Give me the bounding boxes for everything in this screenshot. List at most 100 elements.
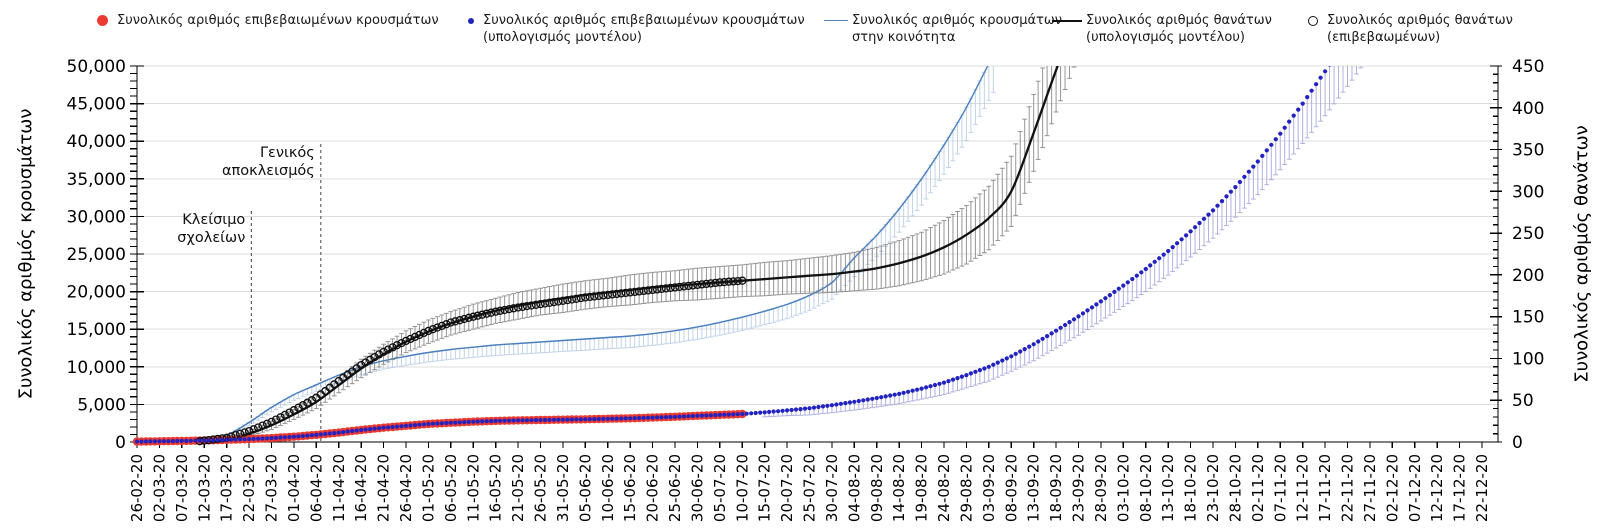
data-point-open-circle	[383, 345, 393, 354]
data-point-dot	[408, 423, 413, 428]
x-axis-tick-label: 08-09-20	[1002, 454, 1020, 522]
x-axis-tick-label: 10-06-20	[599, 454, 617, 522]
data-point-dot	[690, 413, 696, 419]
data-point-dot	[838, 401, 844, 406]
legend-label-line: Συνολικός αριθμός επιβεβαιωμένων κρουσμά…	[117, 13, 439, 28]
data-point-open-circle	[697, 280, 707, 289]
data-point-dot	[628, 416, 633, 421]
data-point-dot	[1287, 119, 1292, 124]
data-point-open-circle	[460, 314, 469, 324]
data-point-dot	[731, 412, 736, 417]
data-point-dot	[264, 436, 270, 441]
data-point-dot	[668, 414, 673, 420]
data-point-dot	[354, 428, 359, 433]
x-axis-tick-label: 25-06-20	[666, 454, 684, 522]
x-axis-tick-label: 27-03-20	[263, 454, 281, 522]
data-point-open-circle	[702, 279, 711, 289]
data-point-dot	[825, 403, 830, 408]
series-cases-model	[134, 66, 1332, 444]
data-point-dot	[749, 411, 754, 416]
right-axis-tick-label: 350	[1512, 141, 1544, 161]
data-point-dot	[197, 438, 202, 443]
data-point-dot	[1054, 328, 1059, 333]
data-point-open-circle	[276, 413, 285, 422]
data-point-dot	[973, 369, 978, 374]
x-axis-tick-label: 25-07-20	[801, 454, 819, 522]
data-point-dot	[641, 415, 646, 420]
data-point-open-circle	[401, 336, 411, 346]
series-cases-community	[136, 66, 989, 443]
data-point-dot	[403, 423, 409, 428]
series-deaths-confirmed	[195, 276, 747, 446]
data-point-dot	[1323, 69, 1328, 74]
data-point-dot	[542, 417, 548, 423]
data-point-dot	[767, 409, 772, 414]
data-point-dot	[915, 387, 920, 392]
data-point-dot	[959, 374, 965, 379]
data-point-open-circle	[724, 277, 733, 286]
data-point-dot	[681, 414, 687, 419]
data-point-open-circle	[473, 311, 482, 320]
data-point-dot	[533, 418, 539, 423]
data-point-dot	[968, 371, 974, 376]
data-point-dot	[363, 427, 368, 432]
data-point-dot	[1071, 317, 1077, 322]
data-point-dot	[834, 402, 839, 407]
data-point-dot	[309, 433, 314, 438]
data-point-open-circle	[397, 338, 406, 348]
data-point-open-circle	[634, 287, 644, 296]
data-point-dot	[1130, 276, 1135, 282]
data-point-dot	[605, 416, 610, 421]
x-axis-tick-label: 14-08-20	[890, 454, 908, 522]
data-point-open-circle	[540, 299, 550, 308]
data-point-open-circle	[621, 288, 630, 298]
data-point-dot	[386, 425, 391, 430]
data-point-dot	[888, 393, 893, 398]
data-point-dot	[614, 416, 619, 421]
data-point-dot	[569, 417, 575, 422]
data-point-open-circle	[715, 278, 724, 287]
legend-item-confirmed-deaths: Συνολικός αριθμός θανάτων (επιβεβαωμένων…	[1308, 12, 1513, 46]
data-point-open-circle	[482, 309, 491, 318]
black-line-marker-icon	[1052, 20, 1082, 22]
data-point-dot	[453, 420, 458, 425]
data-point-dot	[175, 438, 180, 444]
x-axis-tick-label: 04-08-20	[845, 454, 863, 522]
data-point-dot	[350, 428, 355, 434]
data-point-dot	[941, 380, 947, 385]
data-point-open-circle	[612, 289, 621, 299]
legend-label-line: Συνολικός αριθμός επιβεβαιωμένων κρουσμά…	[483, 13, 805, 28]
data-point-dot	[462, 420, 467, 425]
data-point-dot	[480, 419, 485, 424]
data-point-open-circle	[688, 281, 698, 290]
data-point-open-circle	[648, 285, 657, 295]
data-point-dot	[1157, 256, 1162, 261]
data-point-dot	[143, 439, 149, 444]
data-point-dot	[475, 419, 480, 424]
data-point-open-circle	[626, 288, 635, 297]
data-point-dot	[430, 421, 435, 426]
data-point-dot	[206, 438, 211, 443]
data-point-open-circle	[437, 321, 447, 331]
data-point-dot	[1291, 113, 1296, 118]
data-point-dot	[793, 407, 799, 412]
data-point-dot	[507, 418, 512, 423]
data-point-open-circle	[491, 307, 500, 316]
legend-label: Συνολικός αριθμός επιβεβαιωμένων κρουσμά…	[483, 12, 805, 46]
data-point-open-circle	[594, 291, 603, 301]
x-axis-tick-label: 13-09-20	[1025, 454, 1043, 522]
data-point-dot	[1201, 216, 1207, 221]
data-point-dot	[1184, 233, 1189, 238]
data-point-open-circle	[244, 426, 254, 436]
data-point-dot	[632, 416, 637, 421]
data-point-dot	[435, 421, 440, 426]
data-point-dot	[134, 439, 140, 444]
x-axis-tick-label: 02-11-20	[1249, 454, 1267, 522]
data-point-open-circle	[361, 358, 370, 367]
data-point-open-circle	[720, 277, 729, 287]
x-axis-tick-label: 21-05-20	[509, 454, 527, 522]
data-point-dot	[811, 405, 817, 410]
data-point-dot	[713, 413, 718, 418]
data-point-open-circle	[285, 408, 294, 417]
data-point-dot	[381, 425, 386, 430]
